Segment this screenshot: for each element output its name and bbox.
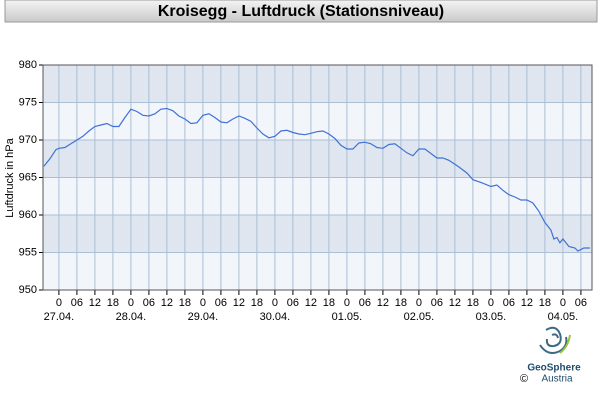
x-tick-label: 0 [56, 297, 62, 309]
band [43, 215, 592, 253]
x-date-label: 28.04. [116, 311, 147, 323]
logo-name: GeoSphere [527, 363, 581, 374]
x-tick-label: 06 [71, 297, 83, 309]
x-tick-label: 18 [251, 297, 263, 309]
x-tick-label: 06 [359, 297, 371, 309]
x-date-label: 04.05. [548, 311, 579, 323]
x-tick-label: 06 [143, 297, 155, 309]
logo-mark [559, 334, 571, 354]
y-tick-label: 965 [19, 171, 37, 183]
copyright: © [520, 373, 528, 385]
x-tick-label: 0 [128, 297, 134, 309]
x-tick-label: 0 [560, 297, 566, 309]
x-tick-label: 18 [107, 297, 119, 309]
logo: GeoSphere Austria © [520, 326, 581, 385]
x-tick-label: 18 [323, 297, 335, 309]
chart-title: Kroisegg - Luftdruck (Stationsniveau) [158, 3, 444, 20]
x-tick-label: 06 [215, 297, 227, 309]
y-tick-label: 960 [19, 209, 37, 221]
x-tick-label: 12 [377, 297, 389, 309]
x-date-label: 30.04. [260, 311, 291, 323]
y-tick-label: 975 [19, 96, 37, 108]
x-tick-label: 12 [89, 297, 101, 309]
plot-border [42, 64, 593, 291]
x-tick-label: 12 [521, 297, 533, 309]
x-tick-label: 18 [179, 297, 191, 309]
plot: 0 06 12 18 0 06 12 18 0 06 12 18 0 06 12 18 0 06 12 18 0 06 12… [19, 59, 593, 323]
x-tick-label: 06 [575, 297, 587, 309]
x-tick-label: 06 [503, 297, 515, 309]
logo-sub: Austria [541, 374, 573, 385]
band [43, 65, 592, 103]
band [43, 140, 592, 178]
x-tick-label: 12 [449, 297, 461, 309]
logo-mark [539, 326, 568, 354]
x-date-label: 27.04. [44, 311, 75, 323]
x-tick-label: 0 [416, 297, 422, 309]
y-tick-label: 980 [19, 59, 37, 71]
x-tick-label: 18 [467, 297, 479, 309]
y-tick-label: 970 [19, 134, 37, 146]
x-tick-label: 0 [272, 297, 278, 309]
x-tick-label: 18 [395, 297, 407, 309]
x-tick-label: 18 [539, 297, 551, 309]
x-tick-label: 0 [200, 297, 206, 309]
x-date-label: 03.05. [476, 311, 507, 323]
y-tick-label: 955 [19, 246, 37, 258]
x-tick-label: 12 [161, 297, 173, 309]
y-tick-label: 950 [19, 284, 37, 296]
x-tick-label: 06 [287, 297, 299, 309]
x-tick-label: 0 [488, 297, 494, 309]
x-tick-label: 06 [431, 297, 443, 309]
x-date-label: 29.04. [188, 311, 219, 323]
y-axis-label: Luftdruck in hPa [4, 137, 16, 217]
x-date-label: 02.05. [404, 311, 435, 323]
x-tick-label: 12 [305, 297, 317, 309]
x-tick-label: 12 [233, 297, 245, 309]
x-tick-label: 0 [344, 297, 350, 309]
title-bar [4, 0, 598, 23]
data-line [43, 107, 590, 252]
x-date-label: 01.05. [332, 311, 363, 323]
